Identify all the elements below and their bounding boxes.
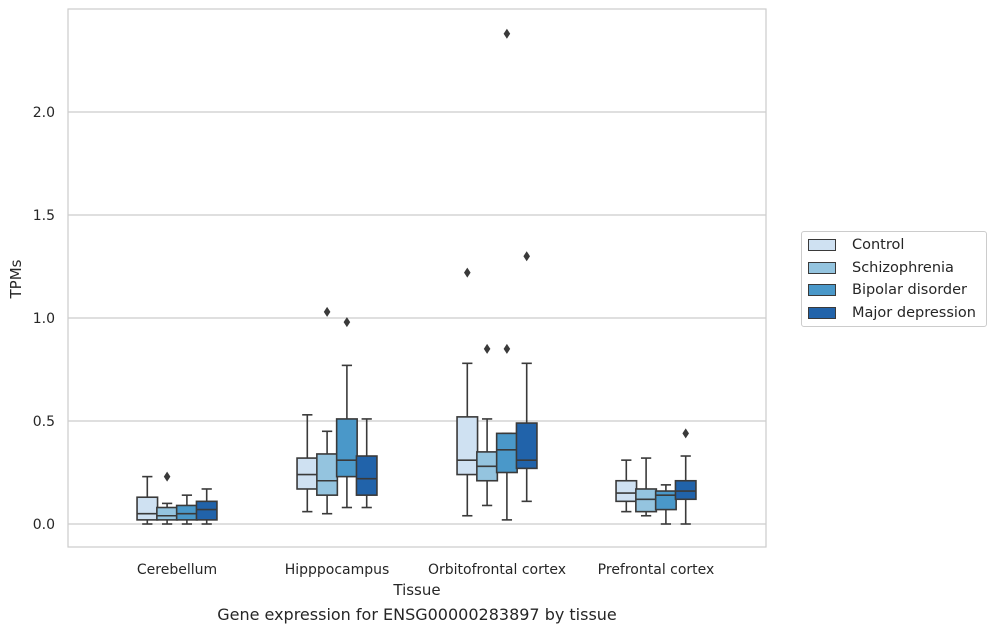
legend-item: Major depression bbox=[808, 303, 976, 323]
legend-swatch bbox=[808, 239, 836, 251]
legend-label: Control bbox=[852, 237, 905, 253]
y-axis-title: TPMs bbox=[7, 259, 25, 299]
box-iqr bbox=[495, 432, 518, 474]
box-iqr bbox=[515, 422, 538, 470]
box-iqr bbox=[355, 455, 378, 496]
box-2-1 bbox=[476, 343, 499, 507]
x-tick-label: Orbitofrontal cortex bbox=[428, 562, 566, 578]
box-3-3 bbox=[674, 428, 697, 525]
figure-caption: Gene expression for ENSG00000283897 by t… bbox=[217, 605, 617, 624]
boxes bbox=[136, 28, 697, 525]
box-0-0 bbox=[136, 475, 159, 525]
box-1-0 bbox=[296, 414, 319, 513]
box-iqr bbox=[654, 490, 677, 511]
outlier-point bbox=[464, 267, 471, 278]
box-0-1 bbox=[156, 471, 179, 525]
box-iqr bbox=[456, 416, 479, 476]
box-3-2 bbox=[654, 484, 677, 525]
box-0-3 bbox=[195, 488, 218, 525]
box-iqr bbox=[195, 500, 218, 521]
x-tick-label: Hipppocampus bbox=[285, 562, 390, 578]
legend-label: Schizophrenia bbox=[852, 259, 954, 276]
legend-label: Bipolar disorder bbox=[852, 282, 967, 298]
outlier-point bbox=[343, 317, 351, 328]
legend-swatch bbox=[808, 261, 836, 274]
box-iqr bbox=[296, 457, 319, 490]
box-0-2 bbox=[175, 494, 198, 525]
box-iqr bbox=[136, 496, 159, 521]
outlier-point bbox=[483, 343, 491, 354]
box-iqr bbox=[156, 506, 179, 521]
outlier-point bbox=[503, 343, 511, 354]
y-tick-label: 1.5 bbox=[33, 208, 55, 224]
box-2-0 bbox=[456, 267, 479, 517]
box-2-2 bbox=[495, 28, 518, 521]
y-tick-label: 0.5 bbox=[33, 414, 55, 430]
box-iqr bbox=[615, 479, 638, 503]
y-tick-label: 2.0 bbox=[33, 105, 55, 121]
box-iqr bbox=[674, 479, 697, 501]
outlier-point bbox=[523, 251, 530, 262]
y-tick-label: 0.0 bbox=[33, 517, 55, 533]
box-1-2 bbox=[335, 317, 358, 509]
outlier-point bbox=[163, 471, 171, 482]
x-tick-label: Cerebellum bbox=[137, 562, 217, 578]
plot-area-frame bbox=[67, 8, 767, 548]
box-1-1 bbox=[316, 306, 339, 515]
legend-swatch bbox=[808, 306, 836, 319]
box-2-3 bbox=[515, 251, 538, 503]
x-axis-title: Tissue bbox=[392, 581, 440, 599]
legend-swatch bbox=[808, 284, 836, 296]
box-1-3 bbox=[355, 418, 378, 509]
x-tick-labels: Cerebellum Hipppocampus Orbitofrontal cort… bbox=[137, 562, 714, 578]
legend-item: Control bbox=[808, 235, 904, 255]
box-3-1 bbox=[635, 457, 658, 517]
box-iqr bbox=[316, 453, 339, 496]
y-tick-labels: 0.0 0.5 1.0 1.5 2.0 bbox=[33, 105, 55, 533]
outlier-point bbox=[503, 28, 511, 39]
x-tick-label: Prefrontal cortex bbox=[598, 562, 715, 578]
legend-label: Major depression bbox=[852, 304, 976, 321]
y-tick-label: 1.0 bbox=[33, 311, 55, 327]
outlier-point bbox=[323, 306, 331, 317]
legend-item: Schizophrenia bbox=[808, 258, 954, 278]
legend: Control Schizophrenia Bipolar disorder Majo… bbox=[801, 231, 987, 327]
box-iqr bbox=[635, 488, 658, 513]
gridlines bbox=[68, 111, 766, 525]
box-iqr bbox=[175, 504, 198, 521]
outlier-point bbox=[682, 428, 689, 439]
box-iqr bbox=[335, 418, 358, 478]
box-3-0 bbox=[615, 459, 638, 513]
legend-item: Bipolar disorder bbox=[808, 280, 967, 300]
